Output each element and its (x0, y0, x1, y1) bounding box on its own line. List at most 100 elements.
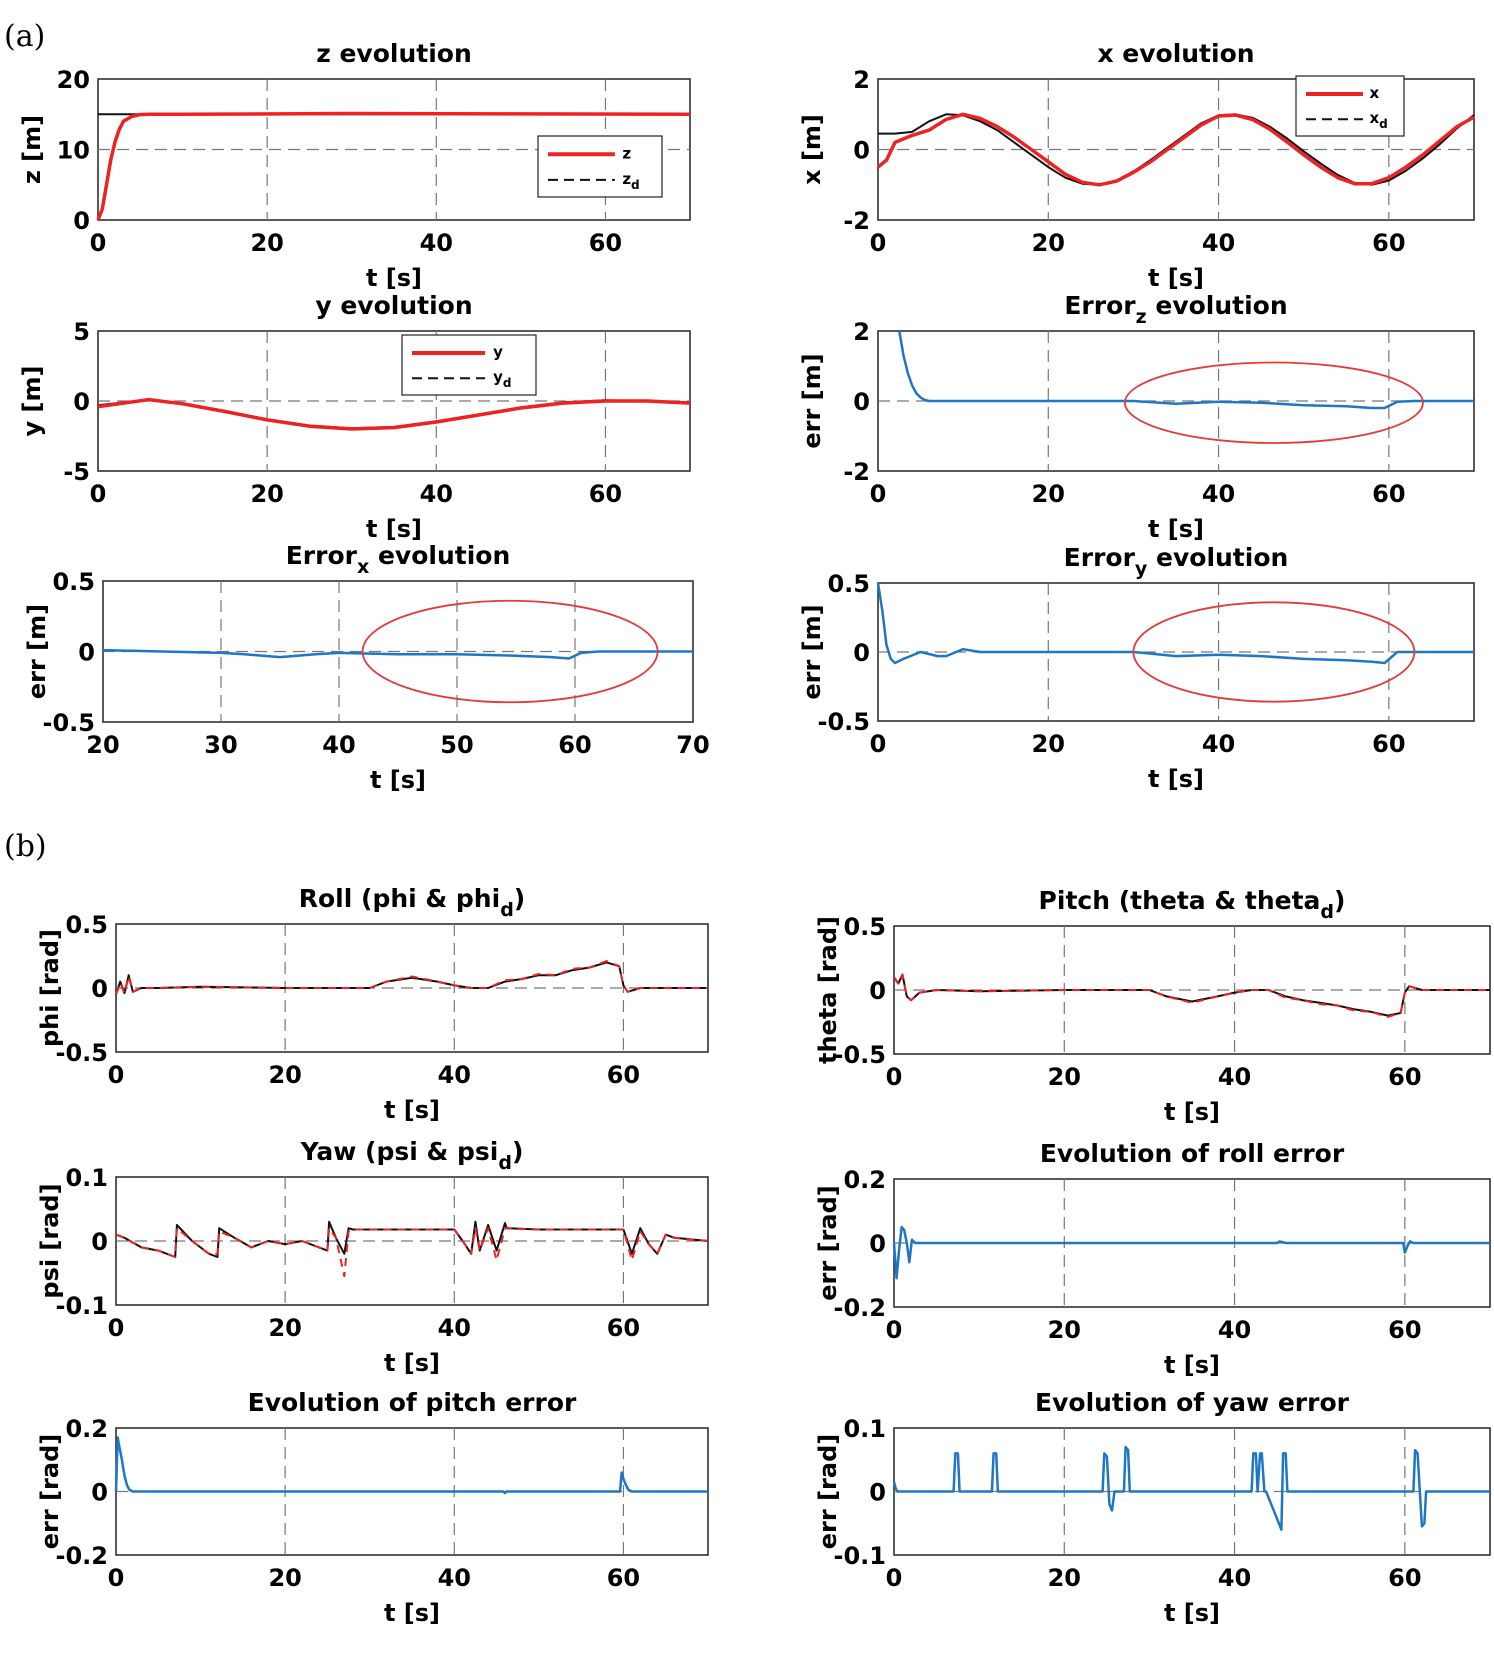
pitcherr-x-axis-label: t [s] (384, 1599, 440, 1627)
yawerr-title-main: Evolution of yaw error (1035, 1388, 1350, 1417)
pitch-title-subscript: d (1320, 901, 1334, 923)
roll-y-tick-label: 0.5 (65, 911, 108, 939)
errx-x-tick-label: 50 (440, 731, 473, 759)
erry-y-axis-label: err [m] (798, 604, 826, 699)
errx-x-tick-label: 30 (204, 731, 237, 759)
errz-x-tick-label: 40 (1202, 480, 1235, 508)
pitch-y-tick-label: 0.5 (843, 913, 886, 941)
x-legend: xxd (1295, 75, 1405, 137)
y-x-tick-label: 60 (589, 480, 622, 508)
x-legend-box (1295, 75, 1405, 137)
erry-title-suffix: evolution (1147, 543, 1288, 572)
pitcherr-title: Evolution of pitch error (248, 1388, 577, 1417)
pitcherr-y-tick-label: 0.2 (65, 1415, 108, 1443)
pitch-title-suffix: ) (1334, 886, 1345, 915)
x-legend-label-subscript: d (1379, 117, 1388, 131)
pitch-x-axis-label: t [s] (1164, 1098, 1220, 1126)
pitch-title: Pitch (theta & thetad) (1039, 886, 1346, 923)
roll-y-tick-label: -0.5 (56, 1039, 108, 1067)
pitcherr-x-tick-label: 60 (607, 1564, 640, 1592)
y-series-y (97, 397, 691, 431)
errx-title-main: Error (286, 541, 358, 570)
errx-title: Errorx evolution (286, 541, 511, 578)
yawerr-title: Evolution of yaw error (1035, 1388, 1350, 1417)
z-y-tick-label: 10 (57, 137, 90, 165)
errx-y-axis-label: err [m] (23, 604, 51, 699)
pitcherr-series-error (114, 1436, 708, 1495)
yawerr-y-tick-label: -0.1 (834, 1542, 886, 1570)
rollerr-y-tick-label: 0.2 (843, 1166, 886, 1194)
errx-x-tick-label: 20 (86, 731, 119, 759)
z-series-z (96, 111, 691, 221)
yaw-y-tick-label: -0.1 (56, 1292, 108, 1320)
errz-x-tick-label: 60 (1372, 480, 1405, 508)
z-legend-box (537, 135, 663, 198)
yawerr-y-axis-label: err [rad] (814, 1434, 842, 1549)
errx-series-error (102, 648, 693, 660)
errz-y-tick-label: -2 (843, 458, 870, 486)
roll-title-suffix: ) (514, 884, 525, 913)
erry-title: Errory evolution (1064, 543, 1289, 580)
pitch-series-theta-d (893, 973, 1490, 1018)
z-legend-label-desired: zd (622, 170, 639, 192)
pitcherr-y-tick-label: 0 (91, 1479, 108, 1507)
yaw-x-tick-label: 60 (607, 1314, 640, 1342)
rollerr-x-tick-label: 60 (1388, 1316, 1421, 1344)
yaw-x-tick-label: 0 (108, 1314, 125, 1342)
z-x-tick-label: 60 (589, 229, 622, 257)
panel-label-a: (a) (4, 19, 45, 54)
yaw-title-main: Yaw (psi & psi (300, 1137, 499, 1166)
erry-plot-area (877, 582, 1475, 722)
y-y-axis-label: y [m] (18, 366, 46, 437)
z-legend-label-main: z (622, 170, 631, 188)
errz-title-subscript: z (1136, 306, 1147, 328)
y-legend-label-desired: yd (493, 368, 511, 390)
errz-highlight-ellipse (1124, 361, 1424, 444)
rollerr-x-tick-label: 0 (886, 1316, 903, 1344)
z-title: z evolution (316, 39, 472, 68)
x-x-tick-label: 20 (1032, 229, 1065, 257)
yaw-x-tick-label: 40 (438, 1314, 471, 1342)
errz-title: Errorz evolution (1064, 291, 1287, 328)
errz-x-tick-label: 0 (870, 480, 887, 508)
errz-y-tick-label: 2 (853, 318, 870, 346)
yaw-title-suffix: ) (512, 1137, 523, 1166)
erry-highlight-ellipse (1132, 601, 1416, 703)
roll-x-tick-label: 20 (268, 1061, 301, 1089)
errx-highlight-ellipse (361, 599, 659, 704)
x-x-tick-label: 40 (1202, 229, 1235, 257)
x-legend-label-desired: xd (1369, 109, 1387, 131)
erry-title-subscript: y (1135, 558, 1148, 580)
x-y-tick-label: -2 (843, 207, 870, 235)
errz-y-tick-label: 0 (853, 388, 870, 416)
y-x-tick-label: 0 (90, 480, 107, 508)
yaw-y-axis-label: psi [rad] (36, 1183, 64, 1298)
rollerr-x-axis-label: t [s] (1164, 1351, 1220, 1379)
y-x-axis-label: t [s] (366, 515, 422, 543)
yaw-x-axis-label: t [s] (384, 1349, 440, 1377)
panel-label-b: (b) (4, 829, 47, 864)
errx-y-tick-label: 0 (78, 639, 95, 667)
z-legend-label-actual: z (622, 144, 631, 162)
errx-title-suffix: evolution (369, 541, 510, 570)
erry-series-error (876, 582, 1474, 665)
erry-x-tick-label: 60 (1372, 730, 1405, 758)
roll-x-tick-label: 60 (607, 1061, 640, 1089)
errx-x-tick-label: 70 (676, 731, 709, 759)
z-y-tick-label: 20 (57, 66, 90, 94)
erry-x-axis-label: t [s] (1148, 765, 1204, 793)
roll-title-main: Roll (phi & phi (299, 884, 500, 913)
z-x-tick-label: 0 (90, 229, 107, 257)
yawerr-x-tick-label: 20 (1048, 1564, 1081, 1592)
yawerr-x-axis-label: t [s] (1164, 1599, 1220, 1627)
errz-x-axis-label: t [s] (1148, 515, 1204, 543)
pitcherr-y-tick-label: -0.2 (56, 1542, 108, 1570)
